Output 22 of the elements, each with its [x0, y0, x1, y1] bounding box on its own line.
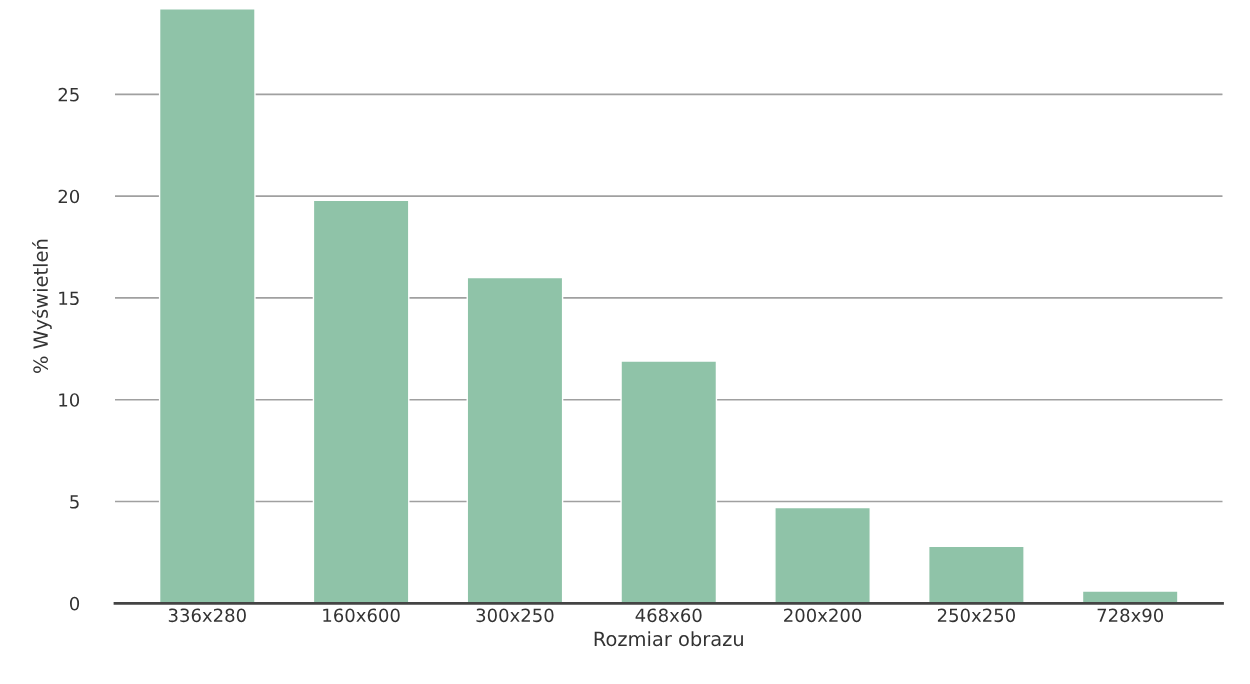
y-tick-label: 20: [58, 189, 80, 204]
x-axis-title: Rozmiar obrazu: [594, 631, 743, 647]
x-tick-label: 160x600: [323, 608, 400, 623]
bar: [158, 8, 256, 604]
x-tick-label: 728x90: [1097, 608, 1164, 623]
x-tick-label: 300x250: [476, 608, 554, 623]
bar: [1081, 590, 1179, 604]
bar: [774, 506, 871, 604]
x-tick-label: 468x60: [635, 608, 702, 623]
y-axis-title: % Wyświetleń: [32, 239, 52, 373]
y-tick-label: 25: [58, 87, 79, 102]
y-tick-label: 10: [59, 393, 80, 407]
bar: [312, 199, 410, 604]
y-tick-label: 15: [59, 291, 79, 306]
bar: [466, 276, 564, 604]
x-tick-label: 336x280: [168, 608, 246, 623]
x-tick-label: 250x250: [937, 608, 1015, 623]
bar: [928, 545, 1025, 604]
bar: [620, 360, 718, 604]
x-tick-label: 200x200: [784, 608, 862, 623]
y-tick-label: 5: [70, 495, 79, 509]
y-tick-label: 0: [69, 596, 80, 611]
